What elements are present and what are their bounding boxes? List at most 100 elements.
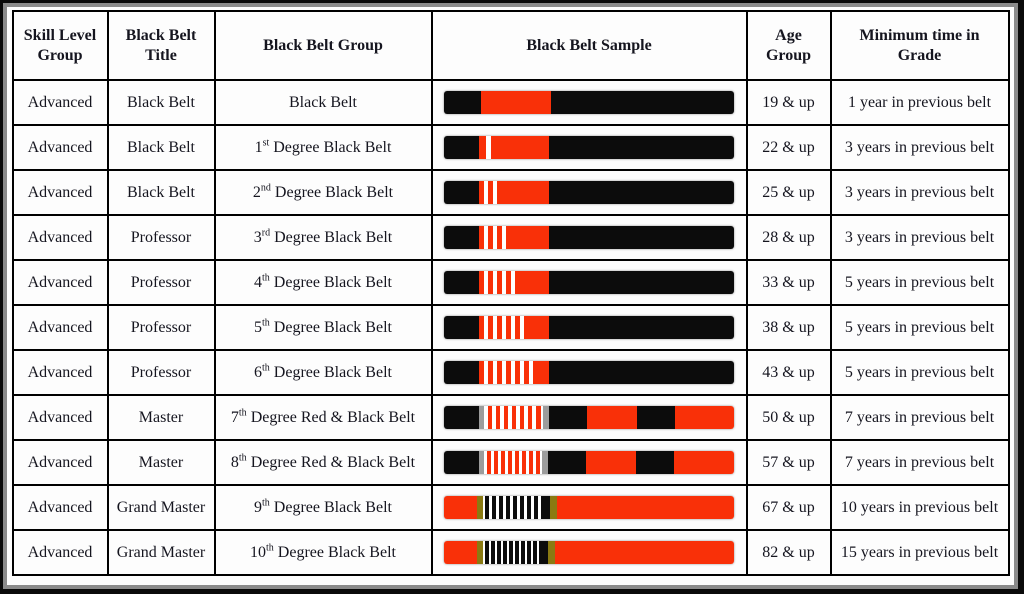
belt-segment-white [483,541,485,564]
belt-segment-red [504,406,508,429]
belt-segment-black [499,496,503,519]
col-header-black-belt-title: Black Belt Title [106,10,216,81]
belt-group-label: Degree Black Belt [269,273,392,291]
belt-segment-white [495,541,497,564]
belt-sample [444,181,734,204]
belt-segment-white [502,226,506,249]
belt-segment-white [489,541,491,564]
belt-title-cell: Grand Master [106,484,216,531]
belt-segment-white [524,406,528,429]
belt-segment-white [493,361,497,384]
belt-segment-gold [548,541,555,564]
belt-title-cell: Black Belt [106,79,216,126]
belt-segment-white [493,316,497,339]
skill-level-cell: Advanced [11,259,109,306]
belt-segment-black [485,496,489,519]
degree-number: 5 [254,318,263,336]
belt-segment-black [503,541,507,564]
belt-segment-red [515,361,520,384]
belt-segment-red [479,316,484,339]
belt-segment-red [533,361,549,384]
belt-title-cell: Black Belt [106,124,216,171]
belt-segment-gray [543,406,549,429]
belt-segment-white [484,226,488,249]
min-time-cell: 7 years in previous belt [829,394,1010,441]
degree-number: 1 [254,138,263,156]
belt-segment-black [637,406,675,429]
belt-segment-red [506,316,511,339]
age-group-cell: 38 & up [745,304,832,351]
table-row: Advanced Master 8th Degree Red & Black B… [11,439,1010,486]
degree-ordinal: st [262,137,270,149]
belt-segment-red [512,406,516,429]
degree-ordinal: nd [260,182,271,194]
belt-segment-white [541,406,543,429]
belt-segment-white [531,496,534,519]
belt-segment-white [532,406,536,429]
belt-segment-white [484,271,488,294]
belt-title-cell: Black Belt [106,169,216,216]
skill-level-cell: Advanced [11,439,109,486]
belt-segment-white [512,451,515,474]
belt-segment-red [515,316,520,339]
belt-group-label: Degree Black Belt [269,138,392,156]
belt-segment-black [539,541,548,564]
belt-segment-black [515,541,519,564]
skill-level-cell: Advanced [11,529,109,576]
belt-segment-white [517,496,520,519]
belt-segment-white [500,406,504,429]
belt-segment-gold [550,496,557,519]
belt-segment-red [494,451,498,474]
belt-segment-gold [477,541,483,564]
belt-segment-black [548,451,586,474]
table-row: Advanced Professor 4th Degree Black Belt… [11,259,1010,306]
belt-segment-black [444,271,479,294]
belt-title-cell: Professor [106,304,216,351]
degree-number: 2 [252,183,261,201]
belt-segment-red [506,271,511,294]
table-row: Advanced Grand Master 10th Degree Black … [11,529,1010,576]
belt-segment-red [488,181,493,204]
belt-segment-red [488,271,493,294]
belt-segment-white [520,316,524,339]
belt-segment-white [484,181,488,204]
belt-segment-black [497,541,501,564]
belt-segment-black [549,271,734,294]
age-group-cell: 33 & up [745,259,832,306]
belt-segment-red [506,226,549,249]
belt-segment-red [497,361,502,384]
belt-group-label: Degree Black Belt [270,183,394,201]
belt-segment-red [536,451,540,474]
belt-segment-white [540,451,542,474]
age-group-cell: 50 & up [745,394,832,441]
belt-segment-white [493,271,497,294]
belt-segment-white [511,271,515,294]
col-header-skill-level-group: Skill Level Group [11,10,109,81]
degree-ordinal: th [266,542,274,554]
skill-level-cell: Advanced [11,169,109,216]
skill-level-cell: Advanced [11,484,109,531]
table-row: Advanced Master 7th Degree Red & Black B… [11,394,1010,441]
belt-segment-white [526,451,529,474]
belt-segment-red [488,406,492,429]
belt-group-cell: 6th Degree Black Belt [213,349,433,396]
belt-segment-red [497,226,502,249]
belt-segment-black [444,361,479,384]
belt-segment-black [444,181,479,204]
belt-segment-black [491,541,495,564]
belt-segment-black [527,541,531,564]
belt-group-label: Black Belt [289,93,357,111]
belt-group-cell: 1st Degree Black Belt [213,124,433,171]
degree-ordinal: th [238,452,247,464]
belt-segment-black [444,226,479,249]
belt-segment-white [537,541,539,564]
belt-sample-cell [430,484,748,531]
belt-group-cell: 9th Degree Black Belt [213,484,433,531]
belt-segment-white [483,496,485,519]
belt-group-cell: 2nd Degree Black Belt [213,169,433,216]
col-header-black-belt-sample: Black Belt Sample [430,10,748,81]
min-time-cell: 5 years in previous belt [829,259,1010,306]
belt-segment-white [489,496,492,519]
table-row: Advanced Professor 3rd Degree Black Belt… [11,214,1010,261]
